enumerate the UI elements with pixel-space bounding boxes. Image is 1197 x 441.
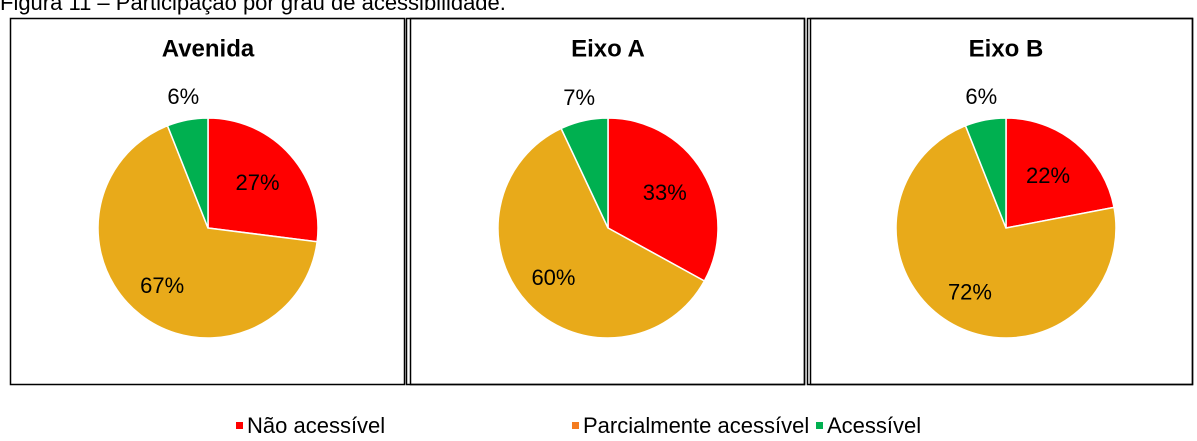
panel-border [9, 17, 406, 386]
data-label: 72% [948, 279, 992, 304]
caption: Figura 11 – Participação por grau de ace… [0, 0, 506, 15]
panel-border [809, 17, 1194, 386]
legend-label: Parcialmente acessível [583, 413, 809, 438]
data-label: 6% [965, 84, 997, 109]
pie-slice [560, 117, 609, 229]
pie-slice [1005, 117, 1115, 229]
chart-title: Eixo A [571, 35, 645, 62]
pie-slice [964, 117, 1007, 229]
data-label: 33% [643, 180, 687, 205]
data-label: 22% [1026, 163, 1070, 188]
legend-label: Não acessível [247, 413, 385, 438]
pie-slice [895, 124, 1117, 339]
pie-slice [97, 124, 318, 339]
panel-border [409, 17, 806, 386]
data-label: 27% [235, 170, 279, 195]
chart-title: Avenida [162, 35, 255, 62]
pie-slice [497, 127, 706, 339]
chart-title: Eixo B [969, 35, 1044, 62]
data-label: 7% [563, 85, 595, 110]
data-label: 60% [531, 265, 575, 290]
legend-marker [236, 422, 243, 429]
legend-marker [816, 422, 823, 429]
data-label: 67% [140, 273, 184, 298]
legend-marker [572, 422, 579, 429]
legend-label: Acessível [827, 413, 921, 438]
pie-slice [607, 117, 719, 283]
data-label: 6% [167, 84, 199, 109]
pie-slice [166, 117, 209, 229]
pie-slice [207, 117, 319, 243]
